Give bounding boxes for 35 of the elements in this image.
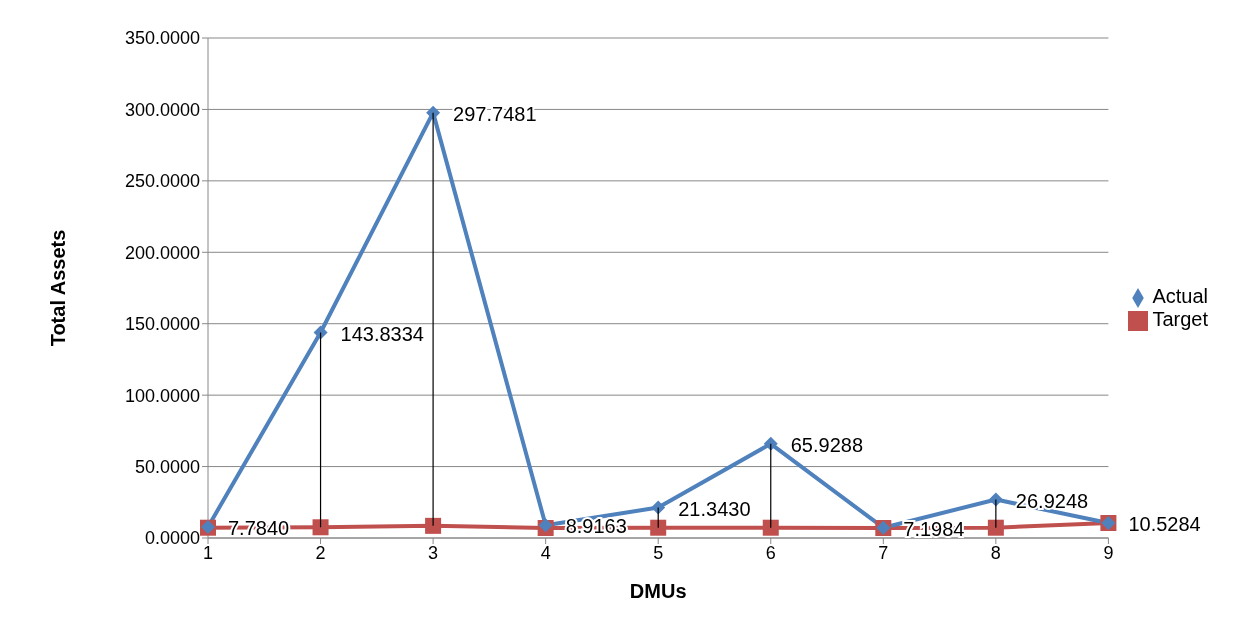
- data-label: 143.8334: [340, 322, 424, 345]
- data-label: 297.7481: [453, 102, 537, 125]
- x-tick-label: 8: [990, 542, 1001, 563]
- y-tick-label: 100.0000: [124, 385, 200, 406]
- x-tick-label: 3: [428, 542, 439, 563]
- legend-label: Target: [1152, 308, 1208, 330]
- point: [313, 325, 328, 340]
- data-label: 26.9248: [1015, 489, 1089, 512]
- y-tick-label: 0.0000: [144, 528, 200, 549]
- x-tick-label: 5: [653, 542, 664, 563]
- legend-label: Actual: [1152, 285, 1208, 307]
- y-tick-label: 200.0000: [124, 242, 200, 263]
- point: [650, 519, 667, 536]
- point: [762, 519, 779, 536]
- x-tick-label: 6: [765, 542, 776, 563]
- point: [987, 519, 1004, 536]
- point: [763, 436, 778, 451]
- x-tick-label: 2: [315, 542, 326, 563]
- x-tick-label: 9: [1103, 542, 1114, 563]
- y-tick-label: 50.0000: [134, 456, 200, 477]
- y-tick-label: 300.0000: [124, 99, 200, 120]
- y-tick-label: 250.0000: [124, 171, 200, 192]
- y-tick-label: 350.0000: [124, 28, 200, 49]
- point: [651, 500, 666, 515]
- point: [425, 517, 442, 534]
- x-tick-label: 7: [878, 542, 889, 563]
- y-tick-label: 150.0000: [124, 314, 200, 335]
- x-axis-title: DMUs: [629, 580, 687, 602]
- data-label: 65.9288: [790, 433, 864, 456]
- x-tick-label: 1: [202, 542, 214, 563]
- data-label: 21.3430: [678, 497, 751, 520]
- data-label: 10.5284: [1128, 512, 1201, 535]
- y-axis-title: Total Assets: [47, 229, 70, 347]
- x-tick-label: 4: [540, 542, 551, 563]
- point: [312, 519, 329, 536]
